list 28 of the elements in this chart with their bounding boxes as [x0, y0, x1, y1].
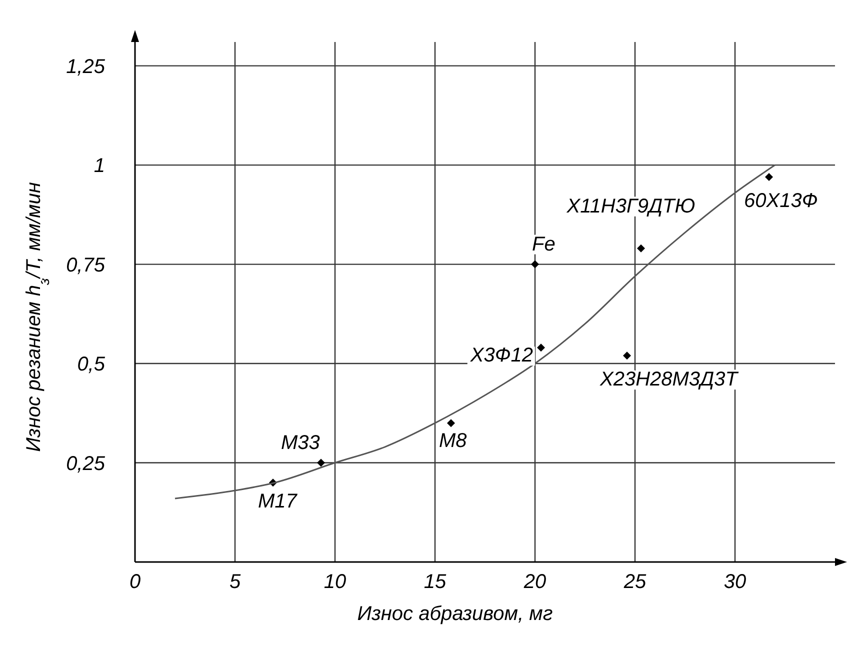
point — [637, 244, 645, 252]
point — [765, 172, 773, 181]
x-tick-label: 0 — [129, 571, 141, 593]
x-tick-label: 15 — [424, 571, 447, 593]
point — [531, 260, 539, 268]
annotation: M33 — [281, 432, 320, 454]
x-tick-label: 10 — [324, 571, 346, 593]
point — [623, 352, 631, 360]
annotation: 60Х13Ф — [744, 190, 818, 212]
x-tick-label: 20 — [522, 571, 546, 593]
point — [447, 419, 455, 428]
x-axis-title: Износ абразивом, мг — [357, 603, 553, 625]
annotation: Х11Н3Г9ДТЮ — [566, 195, 696, 218]
x-tick-label: 25 — [622, 571, 647, 593]
y-tick-label: 1 — [94, 155, 105, 178]
y-tick-label: 1,25 — [66, 56, 106, 78]
annotation: M17 — [258, 490, 298, 513]
y-tick-label: 0,25 — [66, 452, 106, 475]
x-tick-label: 30 — [724, 571, 746, 593]
y-tick-label: 0,5 — [77, 354, 106, 376]
x-tick-label: 5 — [229, 571, 242, 593]
y-tick-label: 0,75 — [66, 254, 106, 276]
point — [317, 458, 325, 467]
annotation: M8 — [439, 430, 467, 452]
annotation: Х23Н28М3Д3Т — [599, 368, 740, 391]
point — [537, 344, 545, 352]
annotation: Х3Ф12 — [469, 344, 533, 367]
annotation: Fe — [532, 233, 556, 256]
